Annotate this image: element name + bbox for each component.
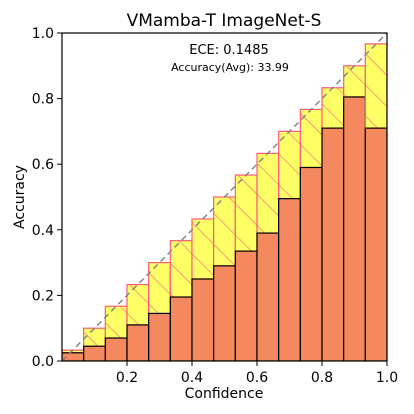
y-tick-label: 1.0 (32, 26, 54, 42)
gap-bar-hatch (126, 283, 150, 326)
gap-bar-hatch (169, 240, 193, 298)
accuracy-bar (169, 296, 193, 361)
x-tick-label: 0.6 (246, 370, 268, 386)
plot-frame (61, 32, 388, 362)
y-tick-label: 0.4 (32, 223, 54, 239)
y-tick-label: 0.8 (32, 92, 54, 108)
accuracy-bar (321, 127, 345, 361)
accuracy-bar (213, 265, 236, 361)
gap-bar-hatch (234, 174, 258, 252)
chart-title: VMamba-T ImageNet-S (127, 11, 322, 31)
x-tick-label: 0.4 (181, 370, 203, 386)
gap-bar-hatch (364, 43, 387, 129)
gap-bar-hatch (83, 327, 106, 347)
y-axis-ticks: 0.0 0.2 0.4 0.6 0.8 1.0 (32, 26, 62, 370)
gap-bar-hatch (213, 196, 236, 267)
x-axis-ticks: 0.2 0.4 0.6 0.8 1.0 (116, 361, 398, 386)
x-tick-label: 1.0 (376, 370, 398, 386)
x-axis-label: Confidence (185, 386, 264, 402)
ece-annotation: ECE: 0.1485 (189, 43, 269, 58)
x-tick-label: 0.8 (311, 370, 333, 386)
y-axis-label: Accuracy (12, 165, 28, 229)
gap-bar-hatch (104, 305, 128, 339)
gap-bar-hatch (278, 130, 301, 200)
gap-bar-hatch (343, 65, 366, 98)
accuracy-annotation: Accuracy(Avg): 33.99 (171, 61, 289, 74)
x-tick-label: 0.2 (116, 370, 138, 386)
accuracy-bar (343, 96, 366, 361)
accuracy-bar (278, 198, 301, 361)
accuracy-bar (191, 278, 215, 361)
perfect-calibration-line (61, 32, 388, 362)
accuracy-bar (148, 312, 171, 361)
gap-bar-hatch (191, 218, 215, 280)
accuracy-bar (126, 324, 150, 361)
accuracy-bar (83, 345, 106, 361)
accuracy-bar (299, 166, 323, 361)
y-tick-label: 0.6 (32, 157, 54, 173)
accuracy-bar (256, 232, 280, 361)
accuracy-bar (364, 127, 387, 361)
y-tick-label: 0.0 (32, 354, 54, 370)
gap-bar-hatch (148, 262, 171, 315)
accuracy-bar (234, 250, 258, 361)
gap-bar-hatch (256, 152, 280, 234)
gap-bar-hatch (321, 87, 345, 129)
bars-group (62, 43, 387, 361)
accuracy-bar (104, 337, 128, 361)
y-tick-label: 0.2 (32, 288, 54, 304)
